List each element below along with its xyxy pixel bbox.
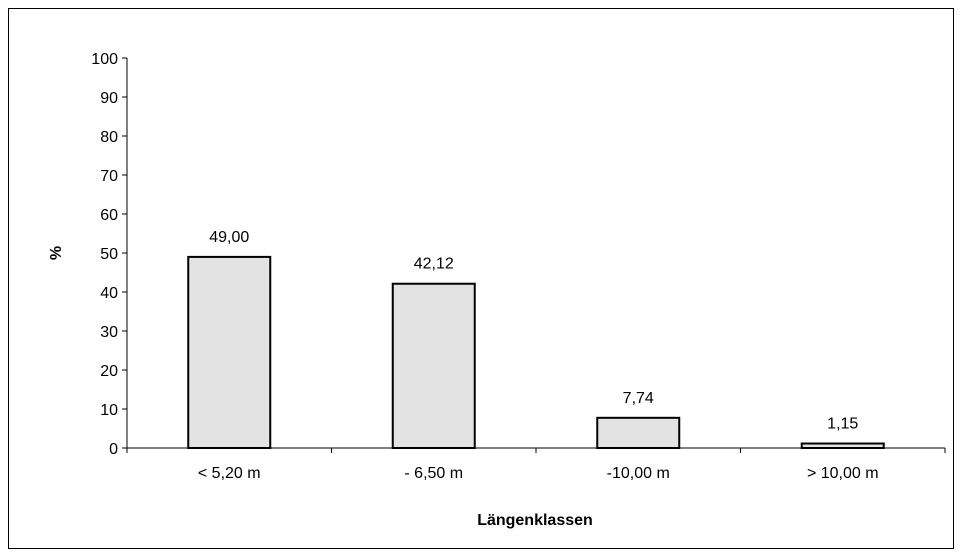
y-tick-label: 50 [100,246,118,263]
y-axis-title: % [48,246,65,260]
bar [391,282,476,449]
bar [800,442,885,450]
bar [596,416,681,449]
x-tick-label: > 10,00 m [807,465,879,482]
y-tick-label: 0 [109,441,118,458]
bar-chart: 0 10 20 30 40 50 60 70 80 90 100 < 5,20 m - 6,50 m -… [48,51,946,529]
y-tick-label: 80 [100,129,118,146]
data-label: 42,12 [414,256,454,273]
y-tick-label: 100 [91,51,118,68]
bar [187,255,272,449]
x-tick-label: < 5,20 m [198,465,261,482]
y-tick-label: 40 [100,285,118,302]
y-tick-label: 60 [100,207,118,224]
bars [187,255,885,450]
y-tick-label: 30 [100,324,118,341]
data-labels: 49,00 42,12 7,74 1,15 [209,229,858,433]
data-label: 49,00 [209,229,249,246]
x-tick-label: -10,00 m [607,465,670,482]
y-axis: 0 10 20 30 40 50 60 70 80 90 100 [91,51,128,458]
data-label: 7,74 [623,390,654,407]
x-axis-title: Längenklassen [477,512,593,529]
y-tick-label: 70 [100,168,118,185]
y-tick-label: 20 [100,363,118,380]
x-tick-label: - 6,50 m [404,465,463,482]
data-label: 1,15 [827,416,858,433]
chart-frame: 0 10 20 30 40 50 60 70 80 90 100 < 5,20 m - 6,50 m -… [8,8,954,549]
x-axis: < 5,20 m - 6,50 m -10,00 m > 10,00 m [126,447,946,482]
y-tick-label: 10 [100,402,118,419]
y-tick-label: 90 [100,90,118,107]
